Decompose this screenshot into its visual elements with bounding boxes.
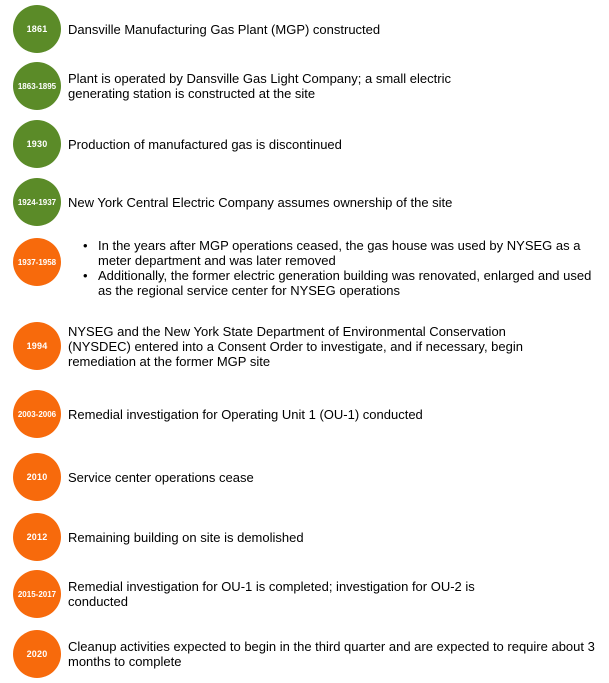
- year-label: 1994: [26, 341, 48, 351]
- year-badge: 1924-1937: [13, 178, 61, 226]
- bullet-item: In the years after MGP operations ceased…: [68, 238, 591, 268]
- event-description: Service center operations cease: [68, 469, 254, 485]
- year-badge: 2015-2017: [13, 570, 61, 618]
- timeline-row: 2010 Service center operations cease: [13, 453, 601, 501]
- year-label: 1937-1958: [17, 257, 57, 267]
- timeline-row: 1861 Dansville Manufacturing Gas Plant (…: [13, 5, 601, 53]
- year-badge: 1863-1895: [13, 62, 61, 110]
- event-description: NYSEG and the New York State Department …: [68, 323, 523, 369]
- event-description: New York Central Electric Company assume…: [68, 194, 453, 210]
- year-badge: 1937-1958: [13, 238, 61, 286]
- timeline-row: 2020 Cleanup activities expected to begi…: [13, 630, 601, 678]
- year-label: 2003-2006: [17, 409, 57, 419]
- year-badge: 1861: [13, 5, 61, 53]
- year-label: 1930: [26, 139, 48, 149]
- event-description: Cleanup activities expected to begin in …: [68, 639, 595, 669]
- year-label: 1863-1895: [17, 81, 57, 91]
- event-description: Remedial investigation for Operating Uni…: [68, 406, 423, 422]
- timeline-row: 2012 Remaining building on site is demol…: [13, 513, 601, 561]
- year-badge: 2020: [13, 630, 61, 678]
- bullet-item: Additionally, the former electric genera…: [68, 268, 591, 298]
- event-description: Production of manufactured gas is discon…: [68, 136, 342, 152]
- event-description: In the years after MGP operations ceased…: [68, 238, 591, 298]
- year-badge: 2012: [13, 513, 61, 561]
- timeline-row: 2015-2017 Remedial investigation for OU-…: [13, 570, 601, 618]
- year-label: 1861: [26, 24, 48, 34]
- bullet-list: In the years after MGP operations ceased…: [68, 238, 591, 298]
- timeline-row: 2003-2006 Remedial investigation for Ope…: [13, 390, 601, 438]
- year-label: 1924-1937: [17, 197, 57, 207]
- timeline-row: 1994 NYSEG and the New York State Depart…: [13, 322, 601, 370]
- event-description: Dansville Manufacturing Gas Plant (MGP) …: [68, 21, 381, 37]
- timeline-row: 1924-1937 New York Central Electric Comp…: [13, 178, 601, 226]
- event-description: Plant is operated by Dansville Gas Light…: [68, 71, 451, 101]
- event-description: Remaining building on site is demolished: [68, 529, 304, 545]
- year-badge: 1994: [13, 322, 61, 370]
- timeline-row: 1930 Production of manufactured gas is d…: [13, 120, 601, 168]
- year-badge: 2010: [13, 453, 61, 501]
- timeline-row: 1863-1895 Plant is operated by Dansville…: [13, 62, 601, 110]
- year-label: 2020: [26, 649, 48, 659]
- event-description: Remedial investigation for OU-1 is compl…: [68, 579, 475, 609]
- year-badge: 2003-2006: [13, 390, 61, 438]
- year-label: 2010: [26, 472, 48, 482]
- timeline-row: 1937-1958 In the years after MGP operati…: [13, 238, 601, 298]
- year-label: 2015-2017: [17, 589, 57, 599]
- year-label: 2012: [26, 532, 48, 542]
- year-badge: 1930: [13, 120, 61, 168]
